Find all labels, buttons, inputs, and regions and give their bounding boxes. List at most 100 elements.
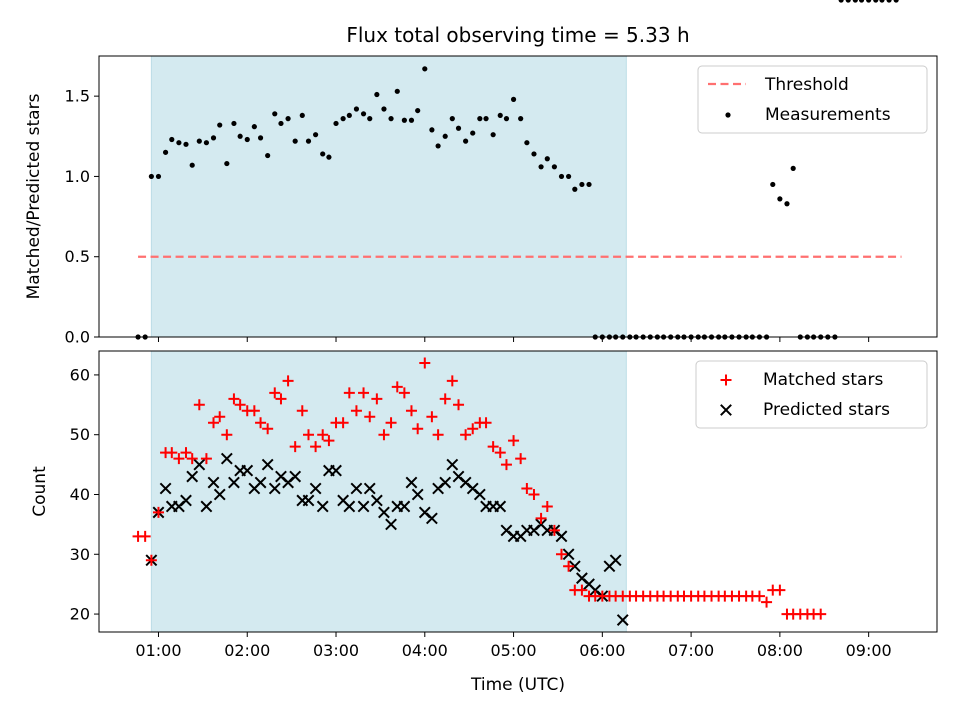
predicted-star-point [357, 500, 370, 513]
measurement-point [538, 164, 544, 170]
measurement-point [838, 0, 844, 3]
matched-star-point [460, 429, 472, 441]
matched-star-point [453, 399, 465, 411]
predicted-star-point [241, 464, 254, 477]
x-tick-label: 03:00 [313, 641, 359, 660]
predicted-star-point [555, 530, 568, 543]
matched-star-point [262, 423, 274, 435]
count-legend: Matched stars Predicted stars [695, 360, 928, 429]
matched-star-point [439, 393, 451, 405]
bot-y-tick-label: 20 [70, 605, 90, 624]
ratio-y-ticks: 0.0 0.5 1.0 1.5 [65, 87, 99, 347]
measurement-point [155, 173, 162, 180]
bot-y-tick-label: 30 [70, 545, 90, 564]
chart-title: Flux total observing time = 5.33 h [346, 23, 689, 47]
measurement-point [176, 140, 182, 146]
measurement-point [231, 120, 237, 127]
measurement-point [401, 117, 407, 123]
ratio-panel: 0.0 0.5 1.0 1.5 Matched/Predicted stars Thr… [24, 0, 938, 347]
measurement-point [531, 151, 537, 157]
matched-star-point [555, 548, 567, 560]
measurement-point [442, 133, 448, 139]
measurement-point [572, 186, 578, 192]
measurement-point [463, 138, 469, 144]
top-y-tick-label: 0.0 [65, 328, 90, 347]
matched-star-point [139, 530, 151, 542]
bot-y-tick-label: 40 [70, 485, 90, 504]
measurement-point [320, 151, 326, 157]
x-tick-label: 09:00 [846, 641, 892, 660]
predicted-star-point [568, 560, 581, 573]
measurement-point [374, 91, 380, 98]
matched-star-point [541, 500, 553, 512]
matched-star-point [405, 405, 417, 417]
top-y-tick-label: 1.0 [65, 167, 90, 186]
matched-star-point [343, 387, 355, 399]
measurement-point [251, 124, 257, 130]
predicted-star-point [609, 554, 622, 567]
ratio-y-axis-label: Matched/Predicted stars [24, 93, 44, 299]
top-y-tick-label: 1.5 [65, 87, 90, 106]
measurement-point [299, 112, 305, 119]
ratio-panel-frame [98, 55, 938, 338]
matched-star-point [221, 429, 233, 441]
matched-star-point [508, 435, 520, 447]
predicted-star-point [439, 476, 452, 489]
matched-star-point [282, 375, 294, 387]
matched-star-point [576, 584, 588, 596]
x-tick-label: 08:00 [757, 641, 803, 660]
predicted-star-point [425, 512, 438, 525]
matched-star-point [317, 429, 329, 441]
measurement-point [524, 140, 530, 146]
measurement-point [490, 132, 496, 138]
measurement-point [162, 149, 169, 155]
measurement-point [435, 143, 441, 149]
measurement-point [257, 135, 264, 141]
matched-star-point [480, 417, 492, 429]
predicted-star-point [213, 488, 226, 501]
matched-star-point [412, 423, 424, 435]
matched-star-point [528, 488, 540, 500]
matched-star-point [296, 405, 308, 417]
matched-star-point [180, 447, 192, 459]
observing-span-top [150, 55, 627, 338]
matched-star-point [364, 411, 376, 423]
matched-star-point [166, 447, 178, 459]
ratio-legend: Threshold Measurements [697, 65, 928, 134]
count-x-ticks: 01:00 02:00 03:00 04:00 05:00 06:00 07:00 08:00… [135, 632, 892, 660]
measurement-point [224, 160, 230, 167]
matched-star-point [248, 405, 260, 417]
measurement-point [503, 116, 510, 122]
matched-star-point [563, 560, 575, 572]
predicted-star-point [186, 470, 199, 483]
matched-star-point [515, 453, 527, 465]
matched-star-point [446, 375, 458, 387]
matched-star-point [385, 417, 397, 429]
matched-star-point [426, 411, 438, 423]
predicted-star-point [494, 500, 507, 513]
matched-star-point [208, 417, 220, 429]
measurement-point [381, 106, 387, 112]
measurement-point [408, 117, 415, 123]
measurement-point [394, 88, 400, 94]
x-tick-label: 06:00 [579, 641, 625, 660]
matched-star-point [193, 399, 205, 411]
measurement-point [292, 138, 298, 144]
measurement-point [879, 0, 885, 3]
matched-star-point [761, 596, 773, 608]
measurement-point [203, 140, 210, 146]
predicted-star-point [268, 482, 281, 495]
matched-star-point [152, 506, 164, 518]
matched-star-point [145, 554, 157, 566]
matched-star-point [234, 399, 246, 411]
predicted-star-point [363, 482, 376, 495]
matched-star-point [214, 411, 226, 423]
x-tick-label: 02:00 [224, 641, 270, 660]
ratio-x-ticks [157, 337, 870, 342]
measurement-point [429, 127, 435, 133]
measurement-point [579, 181, 585, 188]
top-y-tick-label: 0.5 [65, 247, 90, 266]
matched-star-point [337, 417, 349, 429]
measurement-point [340, 116, 346, 122]
measurement-point [784, 201, 790, 207]
